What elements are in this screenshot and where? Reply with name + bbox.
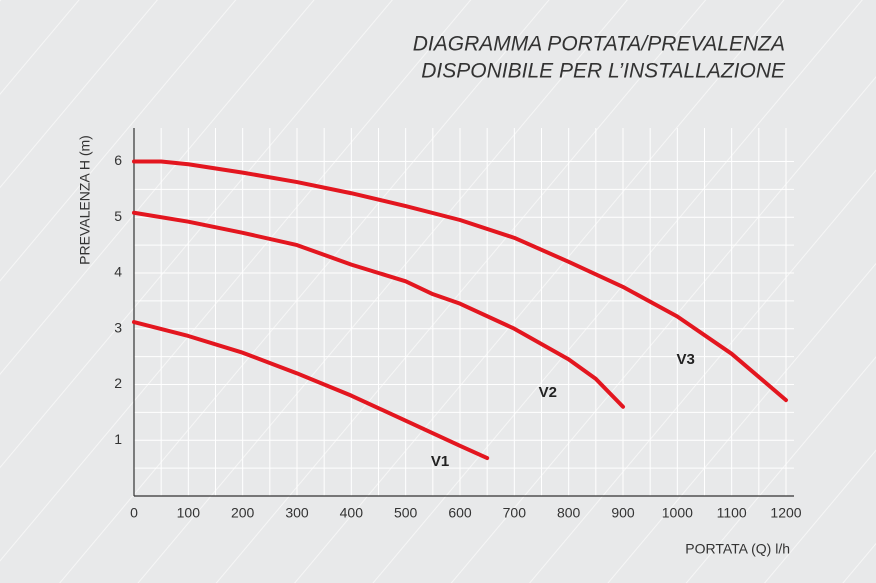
y-tick-label: 3 [114, 319, 122, 335]
chart-title: DIAGRAMMA PORTATA/PREVALENZA [413, 33, 785, 56]
x-tick-label: 100 [177, 505, 201, 521]
y-axis-label: PREVALENZA H (m) [77, 135, 93, 265]
y-tick-label: 4 [114, 264, 122, 280]
x-tick-label: 800 [557, 505, 581, 521]
x-tick-label: 1100 [717, 505, 747, 521]
x-tick-label: 1200 [770, 505, 801, 521]
y-tick-label: 5 [114, 208, 122, 224]
x-tick-label: 200 [231, 505, 255, 521]
curve [132, 159, 788, 403]
x-tick-label: 500 [394, 505, 418, 521]
x-tick-label: 900 [611, 505, 635, 521]
x-tick-label: 700 [503, 505, 527, 521]
x-tick-label: 300 [285, 505, 309, 521]
y-tick-label: 1 [114, 431, 122, 447]
y-tick-label: 2 [114, 375, 122, 391]
y-tick-label: 6 [114, 152, 122, 168]
chart-title: DISPONIBILE PER L’INSTALLAZIONE [421, 60, 786, 83]
series-label: V3 [676, 351, 694, 368]
x-tick-label: 0 [130, 505, 138, 521]
series-label: V1 [431, 453, 449, 470]
curve [132, 320, 490, 461]
x-tick-label: 600 [448, 505, 472, 521]
x-axis-label: PORTATA (Q) l/h [685, 541, 790, 557]
series-label: V2 [539, 384, 557, 401]
x-tick-label: 1000 [662, 505, 693, 521]
x-tick-label: 400 [340, 505, 364, 521]
curve [132, 210, 625, 409]
